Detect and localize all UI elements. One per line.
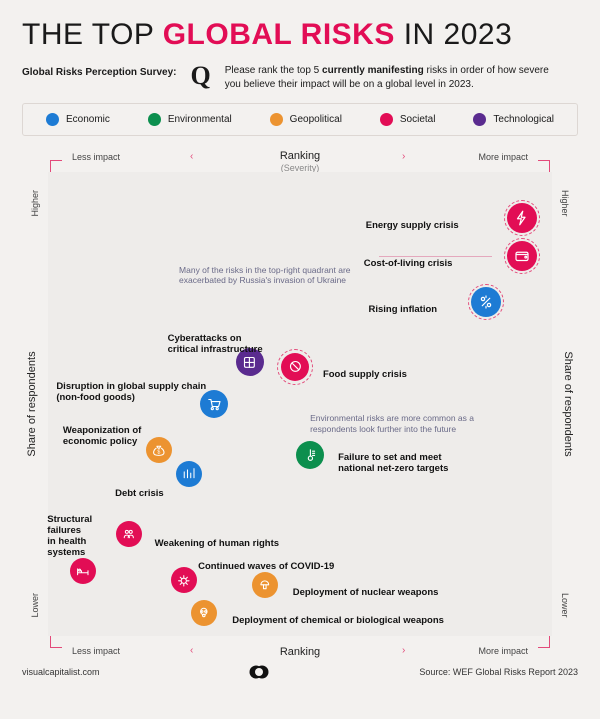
legend-label: Technological — [493, 114, 554, 125]
risk-label-humanrights: Weakening of human rights — [155, 539, 279, 550]
survey-question: Please rank the top 5 currently manifest… — [225, 64, 555, 91]
risk-bubble-health — [70, 558, 96, 584]
risk-bubble-humanrights — [116, 521, 142, 547]
legend-item-geopolitical: Geopolitical — [270, 113, 342, 126]
legend-dot-icon — [380, 113, 393, 126]
annotation-line — [379, 256, 491, 257]
risk-bubble-costliving — [507, 241, 537, 271]
page-title: THE TOP GLOBAL RISKS IN 2023 — [22, 20, 578, 50]
tick-bot-right: › — [402, 646, 405, 656]
risk-label-nuclear: Deployment of nuclear weapons — [293, 588, 439, 599]
legend-item-environmental: Environmental — [148, 113, 232, 126]
legend-item-economic: Economic — [46, 113, 110, 126]
tick-top-left: ‹ — [190, 152, 193, 162]
risk-label-cyber: Cyberattacks on critical infrastructure — [168, 334, 263, 356]
x-low-bot: Less impact — [72, 646, 120, 656]
annotation-env: Environmental risks are more common as a… — [310, 413, 474, 434]
legend-label: Societal — [400, 114, 436, 125]
legend-dot-icon — [270, 113, 283, 126]
risk-label-energy: Energy supply crisis — [366, 221, 459, 232]
y-axis-title-right: Share of respondents — [562, 351, 574, 456]
tick-top-right: › — [402, 152, 405, 162]
footer-right: Source: WEF Global Risks Report 2023 — [419, 667, 578, 677]
chart-panel: Many of the risks in the top-right quadr… — [48, 172, 552, 636]
footer: visualcapitalist.com Source: WEF Global … — [22, 664, 578, 680]
x-high-bot: More impact — [478, 646, 528, 656]
x-high-top: More impact — [478, 152, 528, 162]
risk-label-inflation: Rising inflation — [368, 305, 437, 316]
y-high-left: Higher — [30, 190, 40, 217]
risk-label-netzero: Failure to set and meet national net-zer… — [338, 453, 448, 475]
risk-label-health: Structural failures in health systems — [47, 515, 92, 559]
scatter-chart: Ranking (Severity) Ranking Less impact M… — [22, 144, 578, 664]
risk-label-costliving: Cost-of-living crisis — [364, 259, 453, 270]
title-post: IN 2023 — [395, 18, 512, 51]
risk-bubble-weaponecon: $ — [146, 437, 172, 463]
x-axis-title-bottom: Ranking — [280, 646, 320, 658]
risk-label-weaponecon: Weaponization of economic policy — [63, 426, 141, 448]
risk-label-supplychain: Disruption in global supply chain (non-f… — [56, 382, 206, 404]
tick-bot-left: ‹ — [190, 646, 193, 656]
legend-label: Economic — [66, 114, 110, 125]
annotation-ukraine: Many of the risks in the top-right quadr… — [179, 265, 351, 286]
legend-dot-icon — [473, 113, 486, 126]
legend-label: Geopolitical — [290, 114, 342, 125]
legend-item-technological: Technological — [473, 113, 554, 126]
risk-label-chembio: Deployment of chemical or biological wea… — [232, 616, 444, 627]
legend-dot-icon — [46, 113, 59, 126]
risk-bubble-inflation — [471, 287, 501, 317]
risk-bubble-food — [281, 353, 309, 381]
legend-dot-icon — [148, 113, 161, 126]
y-high-right: Higher — [560, 190, 570, 217]
survey-row: Global Risks Perception Survey: Q Please… — [22, 64, 578, 91]
risk-label-food: Food supply crisis — [323, 370, 407, 381]
risk-bubble-energy — [507, 203, 537, 233]
vc-logo-icon — [248, 664, 270, 680]
svg-text:$: $ — [157, 449, 160, 455]
y-axis-title-left: Share of respondents — [26, 351, 38, 456]
risk-bubble-covid — [171, 567, 197, 593]
x-axis-title-top: Ranking — [280, 150, 320, 162]
risk-label-debt: Debt crisis — [115, 489, 164, 500]
risk-bubble-chembio — [191, 600, 217, 626]
legend-item-societal: Societal — [380, 113, 436, 126]
legend-label: Environmental — [168, 114, 232, 125]
risk-bubble-nuclear — [252, 572, 278, 598]
risk-bubble-netzero — [296, 441, 324, 469]
survey-label: Global Risks Perception Survey: — [22, 64, 177, 78]
title-emphasis: GLOBAL RISKS — [163, 18, 395, 51]
y-low-right: Lower — [560, 593, 570, 618]
x-low-top: Less impact — [72, 152, 120, 162]
legend: Economic Environmental Geopolitical Societa… — [22, 103, 578, 136]
y-low-left: Lower — [30, 593, 40, 618]
title-pre: THE TOP — [22, 18, 163, 51]
risk-bubble-debt — [176, 461, 202, 487]
q-glyph: Q — [191, 64, 211, 87]
footer-left: visualcapitalist.com — [22, 667, 100, 677]
